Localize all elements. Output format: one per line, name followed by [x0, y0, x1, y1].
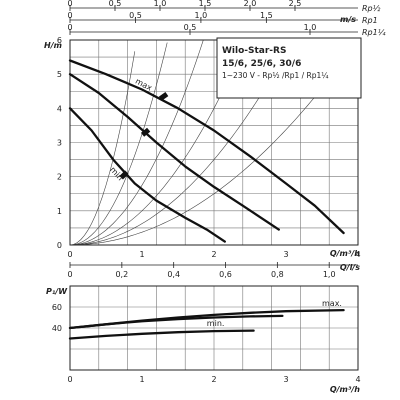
y-tick-label: 6	[57, 36, 62, 45]
scale-tick-label: 0	[67, 0, 72, 8]
y-tick-label: 60	[52, 303, 62, 312]
scale-tick-label: 0,5	[129, 11, 142, 20]
min-power-label: min.	[207, 319, 225, 328]
info-box: Wilo-Star-RS 15/6, 25/6, 30/6 1~230 V - …	[216, 37, 362, 99]
y-tick-label: 5	[57, 70, 62, 79]
secondary-axis-label: Q/l/s	[340, 263, 360, 272]
x-tick-label: 1	[139, 250, 144, 259]
power-series-2	[68, 314, 284, 330]
scale-tick-label: 2,5	[289, 0, 302, 8]
info-title-1: Wilo-Star-RS	[222, 46, 286, 56]
speed-setting-marker	[158, 92, 169, 101]
speed-setting-marker	[140, 127, 151, 137]
y-axis-label: H/m	[44, 41, 62, 50]
system-curve	[69, 39, 247, 246]
x-tick-label: 3	[283, 250, 288, 259]
x-tick-label: 2	[211, 375, 216, 384]
scale-tick-label: 1,0	[304, 23, 317, 32]
x-tick-label: 2	[211, 250, 216, 259]
x-axis-label: Q/m³/h	[330, 385, 360, 394]
secondary-tick-label: 0,4	[167, 270, 180, 279]
secondary-tick-label: 1,0	[323, 270, 336, 279]
scale-tick-label: 1,0	[195, 11, 208, 20]
scale-tick-label: 1,0	[154, 0, 167, 8]
scale-tick-label: 0,5	[184, 23, 197, 32]
secondary-tick-label: 0,2	[115, 270, 128, 279]
x-tick-label: 4	[355, 250, 360, 259]
x-tick-label: 0	[67, 250, 72, 259]
min-curve-label: min	[108, 165, 125, 182]
secondary-tick-label: 0,8	[271, 270, 284, 279]
secondary-tick-label: 0,6	[219, 270, 232, 279]
scale-tick-label: 1,5	[199, 0, 212, 8]
info-subtitle: 1~230 V - Rp½ /Rp1 / Rp1¼	[222, 71, 329, 80]
scale-row-label: Rp½	[362, 4, 381, 13]
y-tick-label: 1	[57, 207, 62, 216]
head-series-3	[68, 107, 226, 243]
secondary-tick-label: 0	[67, 270, 72, 279]
y-tick-label: 40	[52, 324, 62, 333]
system-curve	[69, 39, 294, 246]
scale-tick-label: 0	[67, 11, 72, 20]
system-curve	[69, 42, 168, 246]
x-tick-label: 3	[283, 375, 288, 384]
power-flow-chart: 40 60 P₁/W 0 1 2 3 4Q/m³/h max. min.	[46, 285, 361, 394]
x-tick-label: 1	[139, 375, 144, 384]
scale-tick-label: 0	[67, 23, 72, 32]
x-tick-label: 4	[355, 375, 360, 384]
system-curve	[70, 39, 359, 246]
x-tick-label: 0	[67, 375, 72, 384]
scale-tick-label: 1,5	[260, 11, 273, 20]
info-box-frame	[216, 37, 362, 99]
y-axis-label: P₁/W	[46, 287, 68, 296]
y-tick-label: 2	[57, 173, 62, 182]
x-axis-label: Q/m³/h	[330, 249, 360, 258]
system-curve	[69, 51, 136, 246]
system-curve	[69, 40, 204, 246]
scale-row-label: Rp1¼	[362, 28, 386, 37]
max-power-label: max.	[322, 299, 342, 308]
power-series-3	[68, 329, 255, 340]
speed-setting-marker	[119, 170, 129, 180]
y-tick-label: 4	[57, 104, 62, 113]
hq-plot-frame	[69, 39, 359, 246]
head-series-1	[68, 59, 345, 235]
scale-tick-label: 2,0	[244, 0, 257, 8]
scale-row-label: Rp1	[362, 16, 378, 25]
head-series-2	[68, 73, 280, 231]
scale-tick-label: 0,5	[109, 0, 122, 8]
y-tick-label: 0	[57, 241, 62, 250]
y-tick-label: 3	[57, 139, 62, 148]
scale-unit-label: m/s	[340, 15, 356, 24]
info-title-2: 15/6, 25/6, 30/6	[222, 59, 301, 69]
